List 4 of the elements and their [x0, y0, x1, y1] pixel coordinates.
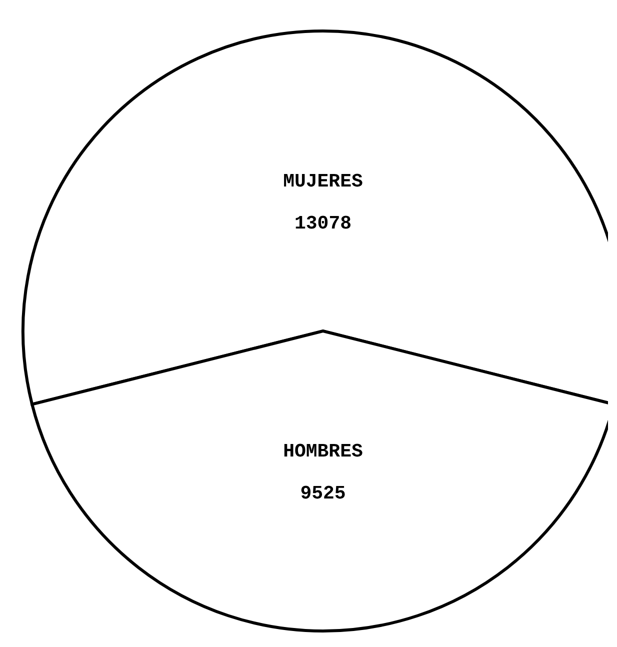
slice-label: HOMBRES [283, 440, 363, 462]
slice-label: MUJERES [283, 170, 363, 192]
data-label: 13078 [294, 212, 352, 234]
data-label: 9525 [300, 482, 346, 504]
